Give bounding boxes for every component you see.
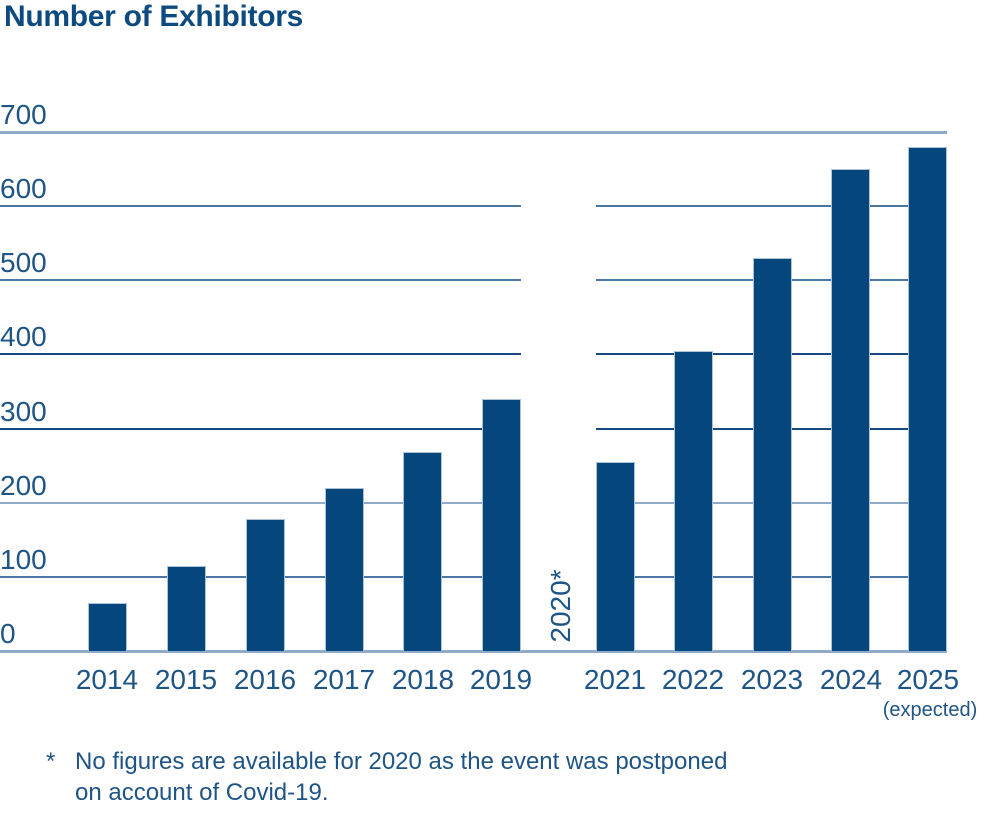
bar-2021 [596, 462, 635, 651]
bar-2016 [246, 519, 285, 651]
footnote-line-1: No figures are available for 2020 as the… [75, 748, 728, 775]
footnote-asterisk: * [46, 748, 56, 775]
x-tick-label-2018: 2018 [391, 664, 455, 695]
gridline-300-left [0, 428, 521, 430]
bar-2017 [325, 488, 364, 651]
bar-2018 [403, 452, 442, 651]
gridline-700 [0, 131, 947, 134]
bar-2024 [831, 169, 870, 651]
bar-2019 [482, 399, 521, 651]
footnote-line-2: on account of Covid-19. [75, 779, 329, 806]
x-tick-label-2023: 2023 [740, 664, 804, 695]
gridline-200-left [0, 502, 521, 504]
chart-title: Number of Exhibitors [4, 0, 304, 33]
y-tick-label-700: 700 [0, 99, 47, 130]
y-tick-label-600: 600 [0, 173, 47, 204]
x-tick-label-2014: 2014 [75, 664, 139, 695]
footnote-text: No figures are available for 2020 as the… [75, 746, 775, 808]
x-tick-label-2017: 2017 [312, 664, 376, 695]
x-tick-label-2021: 2021 [583, 664, 647, 695]
x-tick-label-2015: 2015 [154, 664, 218, 695]
y-tick-label-100: 100 [0, 544, 47, 575]
gridline-600-right [596, 205, 947, 207]
y-tick-label-500: 500 [0, 247, 47, 278]
bar-2023 [753, 258, 792, 651]
bar-2015 [167, 566, 206, 651]
y-tick-label-300: 300 [0, 396, 47, 427]
gridline-400-left [0, 353, 521, 355]
gridline-0 [0, 650, 947, 653]
bar-2025 [908, 147, 947, 651]
x-tick-sublabel-2025: (expected) [882, 699, 978, 721]
x-tick-label-2016: 2016 [233, 664, 297, 695]
y-tick-label-400: 400 [0, 321, 47, 352]
x-tick-label-2022: 2022 [661, 664, 725, 695]
gridline-500-left [0, 279, 521, 281]
y-tick-label-0: 0 [0, 618, 16, 649]
bar-2022 [674, 351, 713, 651]
x-tick-label-2024: 2024 [819, 664, 883, 695]
gridline-600-left [0, 205, 521, 207]
x-tick-label-2019: 2019 [469, 664, 533, 695]
y-tick-label-200: 200 [0, 470, 47, 501]
bar-2014 [88, 603, 127, 651]
missing-year-label-2020: 2020* [545, 569, 576, 643]
x-tick-label-2025: 2025 [896, 664, 960, 695]
